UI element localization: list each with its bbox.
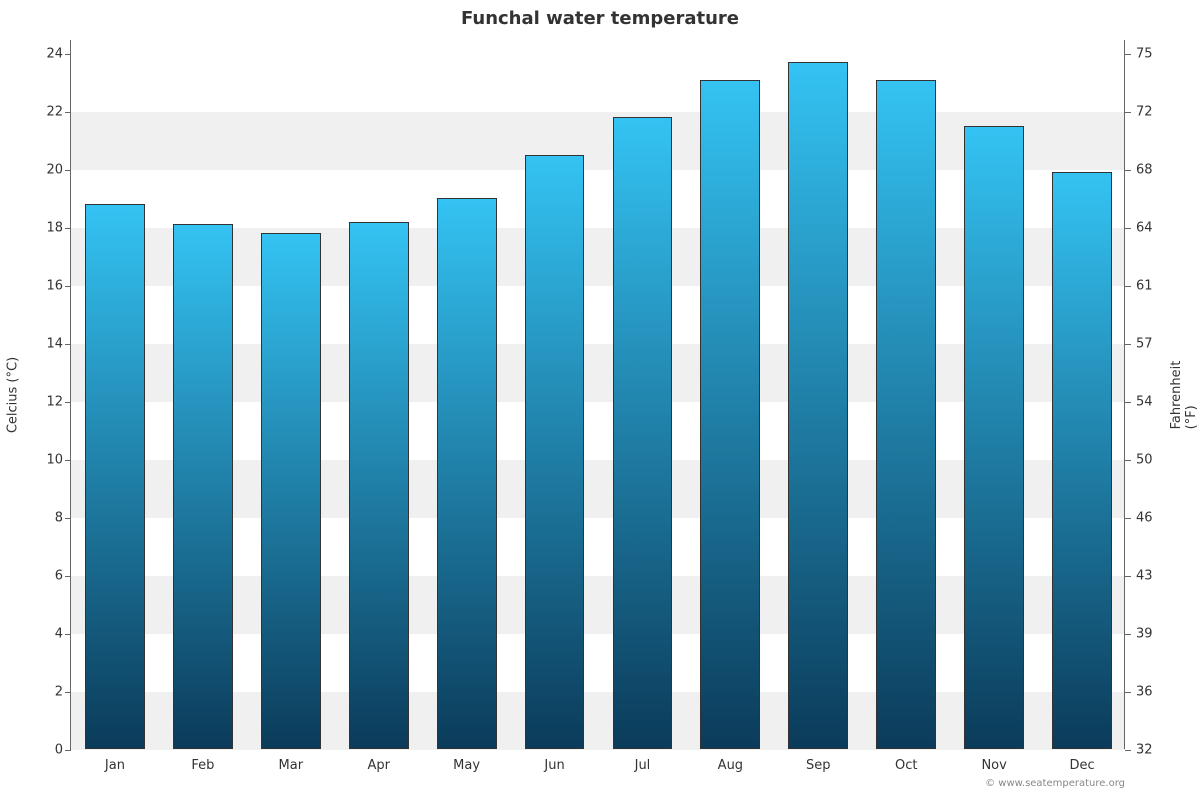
bar: [437, 198, 497, 749]
bar: [261, 233, 321, 749]
y-left-tick: 16: [23, 279, 63, 294]
bar: [613, 117, 673, 749]
y-right-label: Fahrenheit (°F): [1169, 361, 1199, 430]
bar: [349, 222, 409, 749]
x-category: Nov: [981, 758, 1006, 773]
credit-text: © www.seatemperature.org: [985, 778, 1125, 789]
y-right-tick: 64: [1136, 221, 1153, 236]
chart-title: Funchal water temperature: [0, 8, 1200, 29]
y-left-tick: 8: [23, 511, 63, 526]
y-left-tick: 18: [23, 221, 63, 236]
y-right-tick: 68: [1136, 163, 1153, 178]
y-left-tick: 6: [23, 569, 63, 584]
y-left-tick: 10: [23, 453, 63, 468]
y-left-tick: 14: [23, 337, 63, 352]
y-right-tick: 57: [1136, 337, 1153, 352]
y-right-tick: 46: [1136, 511, 1153, 526]
x-category: Oct: [895, 758, 917, 773]
y-left-tick: 20: [23, 163, 63, 178]
x-category: Jan: [105, 758, 125, 773]
bar: [876, 80, 936, 749]
y-left-tick: 22: [23, 105, 63, 120]
x-category: Mar: [279, 758, 304, 773]
bar: [964, 126, 1024, 749]
y-right-tick: 43: [1136, 569, 1153, 584]
bar: [1052, 172, 1112, 749]
y-left-tick: 12: [23, 395, 63, 410]
bar: [788, 62, 848, 749]
bar: [173, 224, 233, 749]
y-left-label: Celcius (°C): [6, 357, 21, 433]
y-left-tick: 24: [23, 47, 63, 62]
y-right-tick: 54: [1136, 395, 1153, 410]
y-left-tick: 2: [23, 685, 63, 700]
bar: [700, 80, 760, 749]
y-left-tick: 4: [23, 627, 63, 642]
bar: [525, 155, 585, 749]
x-category: Jun: [544, 758, 564, 773]
grid-band: [71, 54, 1125, 112]
x-category: Apr: [367, 758, 390, 773]
chart-container: Funchal water temperature 02468101214161…: [0, 0, 1200, 800]
y-right-tick: 72: [1136, 105, 1153, 120]
y-right-tick: 61: [1136, 279, 1153, 294]
y-right-tick: 75: [1136, 47, 1153, 62]
y-right-tick: 39: [1136, 627, 1153, 642]
y-right-tick: 32: [1136, 743, 1153, 758]
y-right-tick: 50: [1136, 453, 1153, 468]
x-category: Sep: [806, 758, 831, 773]
x-category: Jul: [635, 758, 651, 773]
x-category: Dec: [1069, 758, 1094, 773]
plot-area: 0246810121416182022243236394346505457616…: [70, 40, 1125, 750]
x-category: May: [453, 758, 480, 773]
x-category: Aug: [718, 758, 743, 773]
x-category: Feb: [191, 758, 214, 773]
bar: [85, 204, 145, 749]
y-right-tick: 36: [1136, 685, 1153, 700]
y-left-tick: 0: [23, 743, 63, 758]
